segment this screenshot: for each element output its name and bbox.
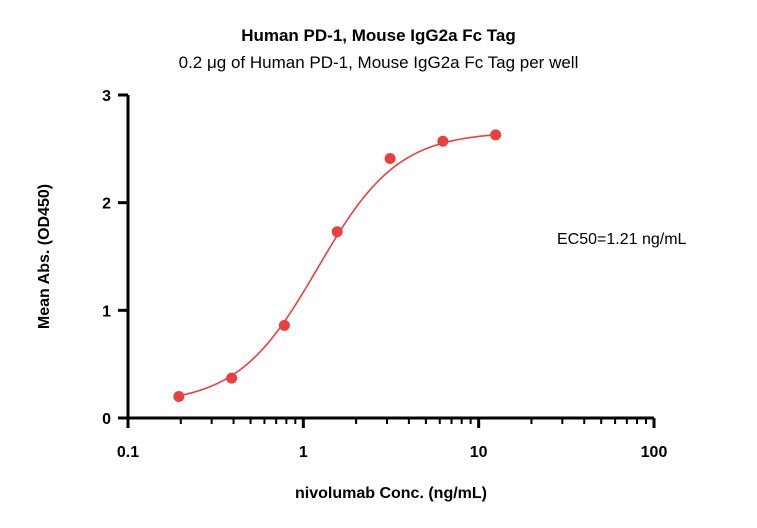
- data-points-layer: [173, 129, 502, 402]
- y-axis-title: Mean Abs. (OD450): [36, 184, 53, 329]
- y-tick-label: 1: [102, 303, 111, 320]
- labels-layer: 0 1 2 3 0.1 1 10 100 nivolumab Conc. (ng/mL) Mean…: [36, 88, 687, 502]
- x-tick-label: 10: [470, 444, 488, 461]
- y-tick-label: 0: [102, 411, 111, 428]
- data-point: [437, 135, 449, 147]
- y-tick-label: 2: [102, 196, 111, 213]
- data-point: [331, 226, 343, 238]
- fit-curve-layer: [178, 133, 496, 397]
- chart-axes: [118, 93, 656, 428]
- x-tick-label: 0.1: [117, 444, 139, 461]
- x-tick-label: 1: [299, 444, 308, 461]
- x-axis-title: nivolumab Conc. (ng/mL): [295, 485, 487, 502]
- data-point: [226, 372, 238, 384]
- data-point: [278, 319, 290, 331]
- data-point: [490, 129, 502, 141]
- data-point: [173, 390, 185, 402]
- x-tick-label: 100: [641, 444, 668, 461]
- ec50-annotation: EC50=1.21 ng/mL: [557, 231, 687, 248]
- data-point: [384, 153, 396, 165]
- y-tick-label: 3: [102, 88, 111, 105]
- chart-title: Human PD-1, Mouse IgG2a Fc Tag: [241, 26, 516, 45]
- chart-subtitle: 0.2 μg of Human PD-1, Mouse IgG2a Fc Tag…: [178, 53, 579, 72]
- fit-curve: [178, 133, 496, 397]
